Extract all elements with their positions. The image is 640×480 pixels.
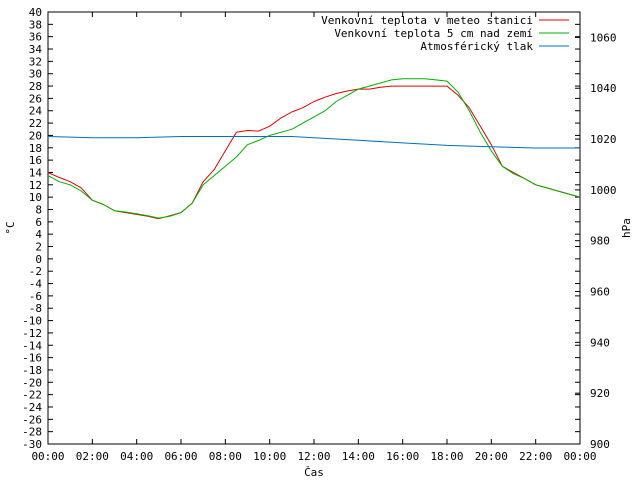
y-tick-label: 24	[29, 105, 43, 118]
y-tick-label: -16	[22, 352, 42, 365]
x-tick-label: 12:00	[297, 450, 330, 463]
legend-label-3: Atmosférický tlak	[420, 40, 533, 53]
series-line-1	[48, 86, 580, 219]
y-tick-label: -4	[29, 278, 43, 291]
y-tick-label: 40	[29, 6, 42, 19]
x-tick-label: 18:00	[430, 450, 463, 463]
legend-label-2: Venkovní teplota 5 cm nad zemí	[334, 27, 533, 40]
y-tick-label: -2	[29, 265, 42, 278]
y-tick-label: 38	[29, 18, 42, 31]
left-axis-ticks: 4038363432302826242220181614121086420-2-…	[22, 6, 580, 451]
y-tick-label: -8	[29, 302, 42, 315]
x-tick-label: 00:00	[563, 450, 596, 463]
series-lines	[48, 79, 580, 219]
x-tick-label: 10:00	[253, 450, 286, 463]
y-tick-label: 20	[29, 129, 42, 142]
y-tick-label: -10	[22, 315, 42, 328]
y-tick-label: -28	[22, 426, 42, 439]
y-tick-label: -24	[22, 401, 42, 414]
x-tick-label: 14:00	[342, 450, 375, 463]
y2-tick-label: 940	[590, 336, 610, 349]
y-tick-label: -18	[22, 364, 42, 377]
y-tick-label: 6	[35, 216, 42, 229]
y-tick-label: 32	[29, 55, 42, 68]
y-tick-label: -22	[22, 389, 42, 402]
x-tick-label: 22:00	[519, 450, 552, 463]
x-axis-label: Čas	[304, 466, 324, 479]
y-tick-label: 2	[35, 241, 42, 254]
y-tick-label: 8	[35, 203, 42, 216]
y-tick-label: 26	[29, 92, 42, 105]
legend: Venkovní teplota v meteo staniciVenkovní…	[321, 14, 569, 53]
y-tick-label: 28	[29, 80, 42, 93]
y-tick-label: 0	[35, 253, 42, 266]
y-tick-label: -20	[22, 376, 42, 389]
chart: 4038363432302826242220181614121086420-2-…	[0, 0, 640, 480]
x-tick-label: 06:00	[164, 450, 197, 463]
x-tick-label: 04:00	[120, 450, 153, 463]
y2-tick-label: 1000	[590, 184, 617, 197]
legend-label-1: Venkovní teplota v meteo stanici	[321, 14, 533, 27]
x-tick-label: 08:00	[209, 450, 242, 463]
y-tick-label: 22	[29, 117, 42, 130]
y-tick-label: 34	[29, 43, 43, 56]
y-tick-label: 4	[35, 228, 42, 241]
y-tick-label: -6	[29, 290, 42, 303]
y2-tick-label: 960	[590, 286, 610, 299]
y-tick-label: 10	[29, 191, 42, 204]
y-tick-label: 14	[29, 166, 43, 179]
y2-tick-label: 1040	[590, 82, 617, 95]
y2-tick-label: 980	[590, 235, 610, 248]
y-tick-label: 36	[29, 31, 42, 44]
x-tick-label: 20:00	[475, 450, 508, 463]
y2-tick-label: 1020	[590, 133, 617, 146]
y2-axis-label: hPa	[620, 218, 633, 238]
y-tick-label: 12	[29, 179, 42, 192]
y-tick-label: 18	[29, 142, 42, 155]
y-tick-label: -12	[22, 327, 42, 340]
y2-tick-label: 920	[590, 387, 610, 400]
x-tick-label: 02:00	[76, 450, 109, 463]
x-axis-ticks: 00:00 02:00 04:00 06:00 08:00 10:00 12:00 14:00…	[31, 12, 596, 463]
x-tick-label: 16:00	[386, 450, 419, 463]
y-tick-label: -14	[22, 339, 42, 352]
y-tick-label: 30	[29, 68, 42, 81]
y2-tick-label: 1060	[590, 31, 617, 44]
plot-area	[48, 12, 580, 444]
y-tick-label: -26	[22, 413, 42, 426]
x-tick-label: 00:00	[31, 450, 64, 463]
series-line-2	[48, 79, 580, 218]
y-axis-label: °C	[4, 221, 17, 234]
y-tick-label: 16	[29, 154, 42, 167]
series-line-3	[48, 137, 580, 149]
